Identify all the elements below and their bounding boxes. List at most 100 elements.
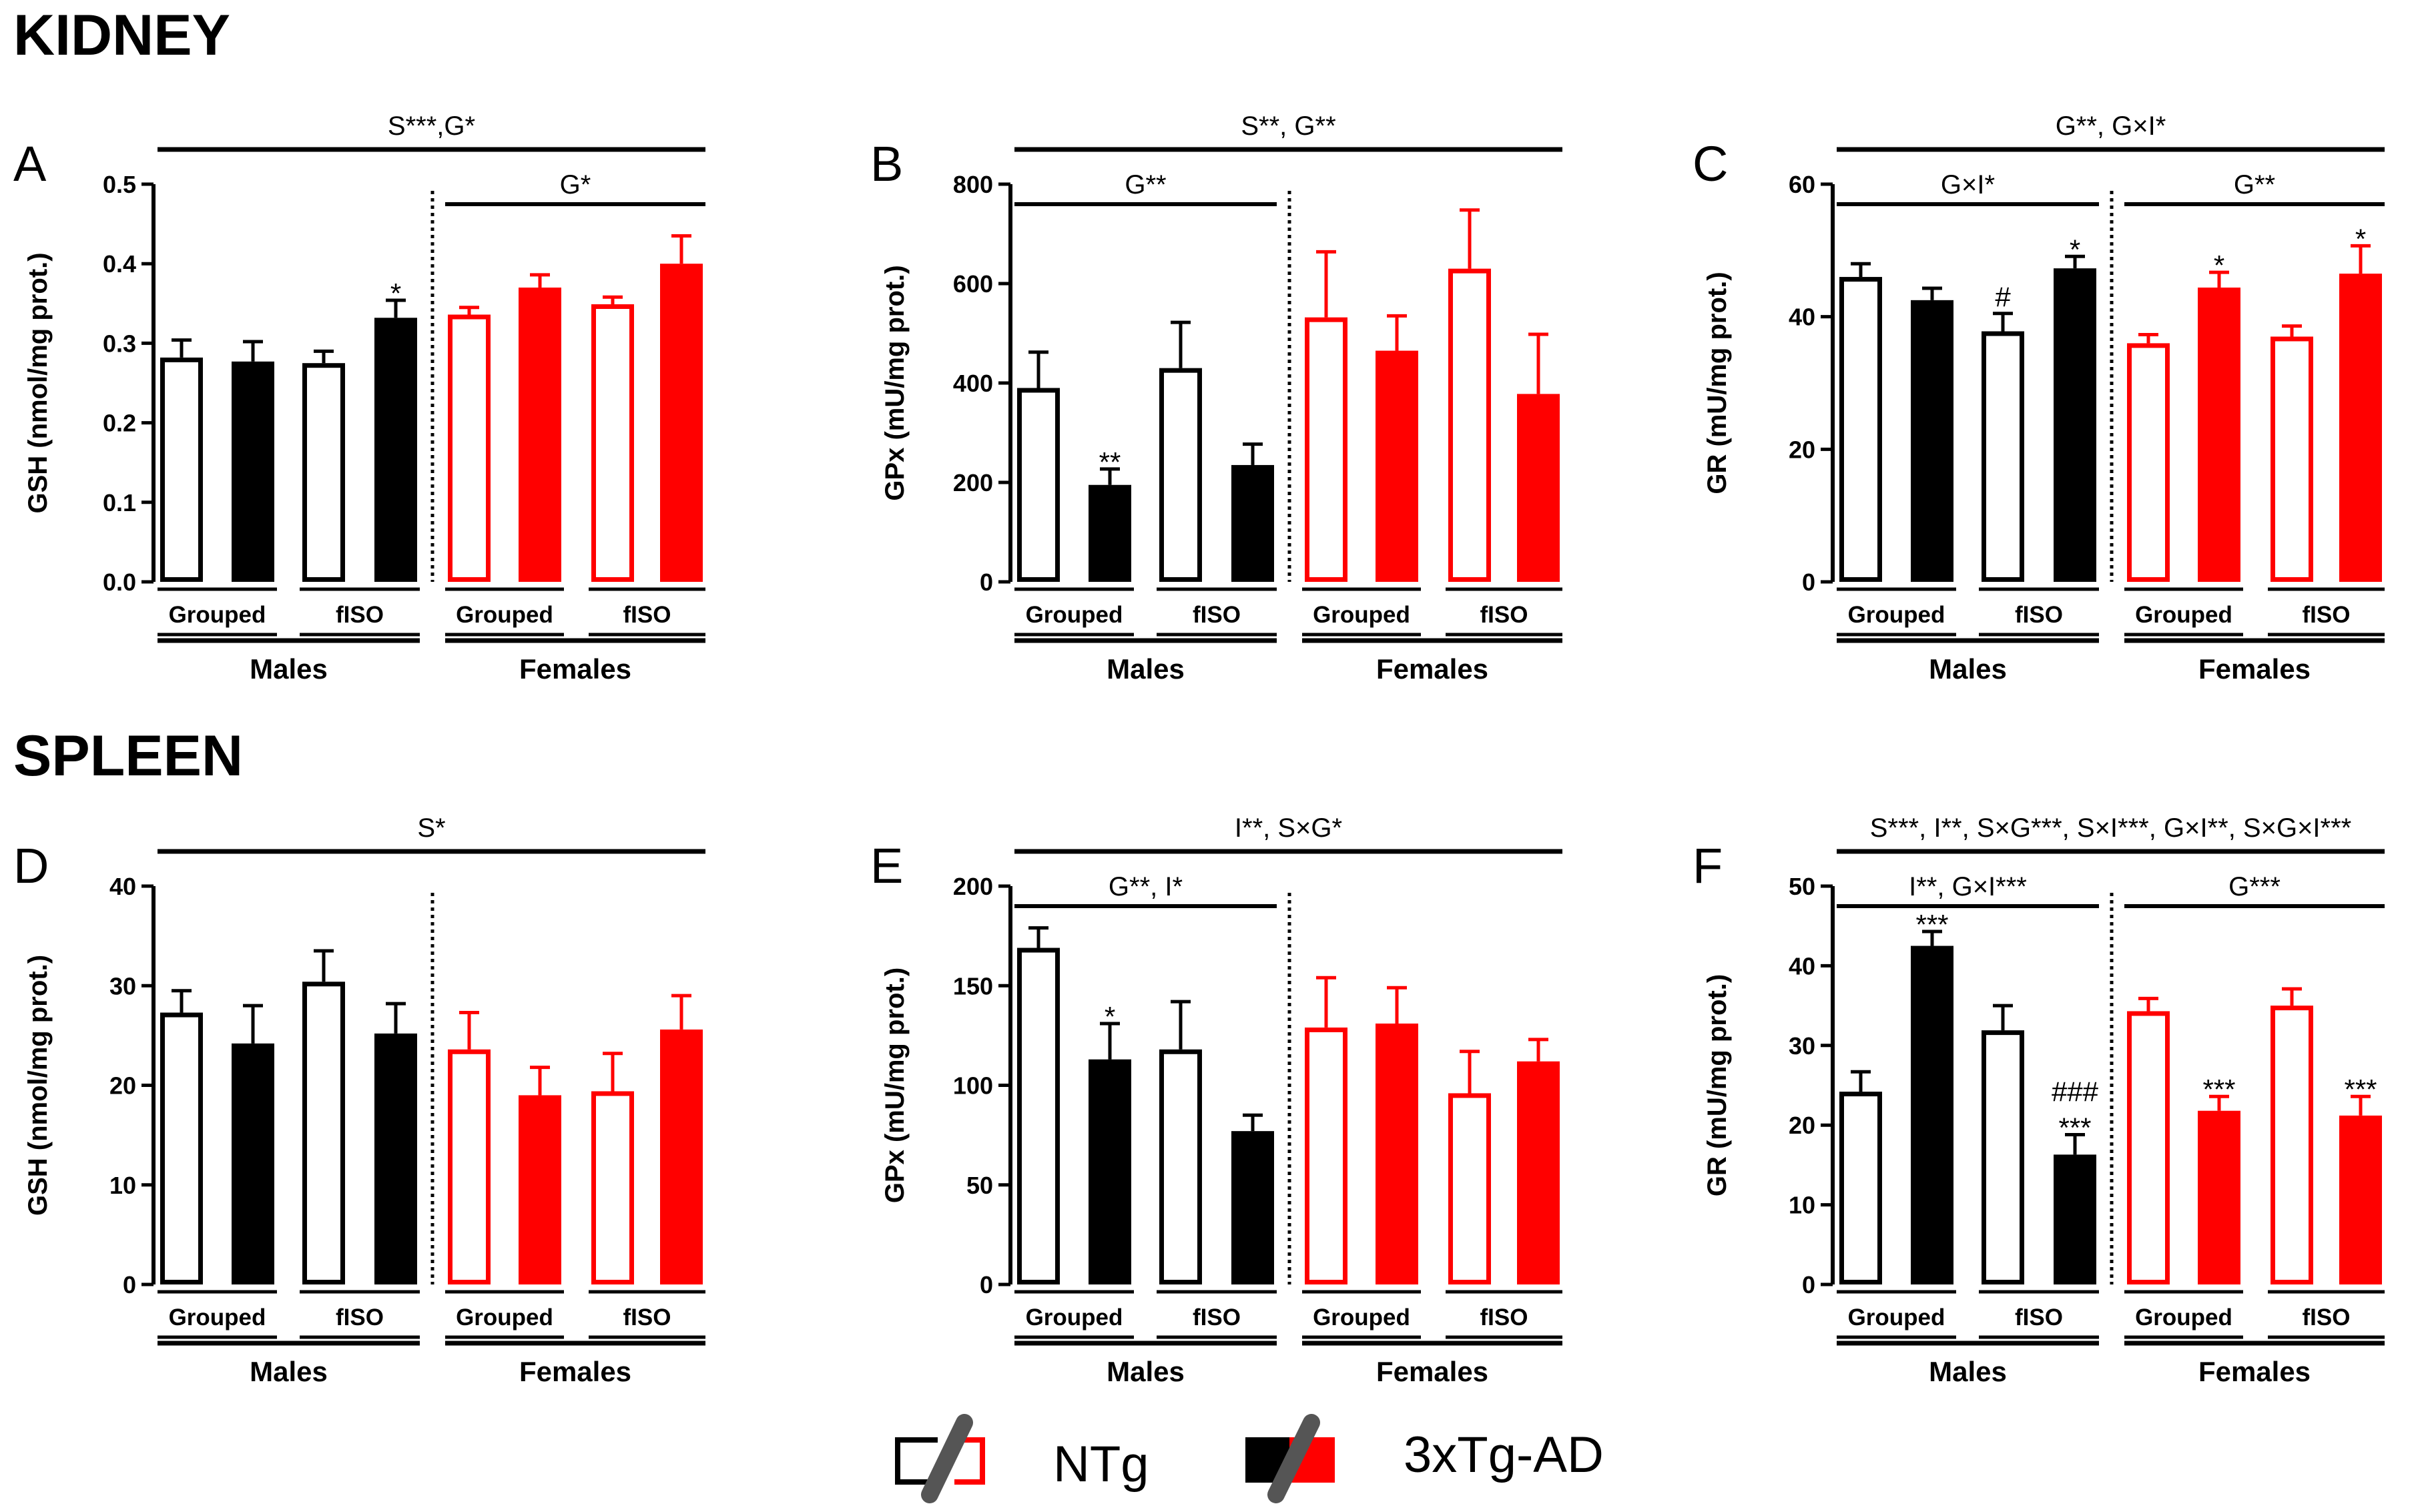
panel-e: E 0 50 100 150 200 GPx (mU/mg prot.) * Grouped fI… <box>870 813 1562 1387</box>
sex-label: Females <box>2198 1356 2311 1387</box>
bar <box>160 1012 203 1284</box>
y-tick-label: 600 <box>953 270 993 298</box>
legend-ntg-swatch <box>921 1414 973 1503</box>
panel-f: F 0 10 20 30 40 50 GR (mU/mg prot.) *** ### *** ***… <box>1693 813 2385 1387</box>
panel-letter: B <box>870 136 903 192</box>
sig-label-top: I**, S×G* <box>1235 813 1342 843</box>
bar <box>591 304 634 582</box>
bar <box>519 1095 561 1284</box>
panel-c: C 0 20 40 60 GR (mU/mg prot.) # * * * Grouped fISO G… <box>1693 111 2385 685</box>
y-tick-label: 0.4 <box>103 250 136 278</box>
panel-a: A 0.0 0.1 0.2 0.3 0.4 0.5 GSH (nmol/mg prot.) * G… <box>13 111 705 685</box>
bar <box>1911 946 1953 1284</box>
group-label: Grouped <box>1313 602 1410 628</box>
group-label: Grouped <box>456 1304 553 1331</box>
sig-label-females: G** <box>2234 170 2275 200</box>
y-tick-label: 200 <box>953 469 993 496</box>
legend-tg-swatch <box>1267 1414 1320 1503</box>
bar <box>1089 1059 1131 1284</box>
bar <box>1231 1131 1274 1284</box>
y-axis-label: GSH (nmol/mg prot.) <box>23 955 53 1216</box>
y-tick-label: 0.2 <box>103 410 136 437</box>
sig-label-females: G* <box>560 170 591 200</box>
sig-label-females: G*** <box>2228 872 2281 901</box>
bar <box>2271 1006 2313 1284</box>
bar <box>1517 1061 1560 1284</box>
group-label: fISO <box>1480 1304 1528 1331</box>
sex-label: Females <box>2198 653 2311 685</box>
group-label: Grouped <box>1848 1304 1945 1331</box>
bar-annotation: ### <box>2052 1076 2099 1108</box>
y-tick-label: 20 <box>1789 436 1815 463</box>
group-label: fISO <box>336 1304 384 1331</box>
sex-label: Males <box>250 1356 328 1387</box>
panel-letter: C <box>1693 136 1728 192</box>
y-tick-label: 60 <box>1789 171 1815 198</box>
group-label: Grouped <box>169 602 266 628</box>
sex-label: Males <box>1107 653 1185 685</box>
bar <box>374 1033 417 1284</box>
sex-label: Females <box>519 1356 631 1387</box>
bar <box>1911 300 1953 582</box>
bar-annotation: * <box>390 278 401 309</box>
y-tick-label: 10 <box>109 1172 136 1199</box>
bar <box>2127 1011 2170 1284</box>
group-label: fISO <box>2015 602 2063 628</box>
bar <box>1839 277 1882 582</box>
bar <box>302 363 345 582</box>
bar <box>1839 1092 1882 1284</box>
group-label: fISO <box>336 602 384 628</box>
group-label: Grouped <box>1313 1304 1410 1331</box>
panels: A 0.0 0.1 0.2 0.3 0.4 0.5 GSH (nmol/mg prot.) * G… <box>13 111 2385 1387</box>
section-title-kidney: KIDNEY <box>13 3 230 67</box>
y-tick-label: 0.3 <box>103 330 136 357</box>
bar <box>1089 484 1131 582</box>
bar <box>1376 1023 1418 1284</box>
sig-label-top: S***,G* <box>388 111 475 141</box>
group-label: fISO <box>2015 1304 2063 1331</box>
bar <box>1017 948 1060 1285</box>
y-tick-label: 800 <box>953 171 993 198</box>
sig-label-top: G**, G×I* <box>2056 111 2166 141</box>
bar <box>2198 287 2240 582</box>
y-tick-label: 50 <box>1789 873 1815 900</box>
bar <box>232 361 274 582</box>
bar-annotation: *** <box>2344 1074 2377 1105</box>
legend-tg-label: 3xTg-AD <box>1404 1427 1604 1483</box>
bar <box>302 982 345 1285</box>
y-tick-label: 40 <box>109 873 136 900</box>
bar-annotation: * <box>1105 1001 1115 1032</box>
bar <box>1305 1027 1347 1285</box>
bar <box>2127 343 2170 583</box>
y-tick-label: 0 <box>980 1271 993 1298</box>
bar <box>2198 1110 2240 1284</box>
sex-label: Females <box>1376 653 1488 685</box>
y-tick-label: 20 <box>109 1072 136 1100</box>
y-tick-label: 0 <box>1802 569 1815 596</box>
group-label: fISO <box>1193 602 1241 628</box>
bar <box>160 357 203 583</box>
group-label: Grouped <box>1026 602 1123 628</box>
bar <box>1448 1093 1491 1284</box>
y-tick-label: 20 <box>1789 1112 1815 1139</box>
bar-annotation: * <box>2070 234 2080 265</box>
bar <box>591 1091 634 1284</box>
bar-annotation: * <box>2355 223 2366 254</box>
sig-label-top: S***, I**, S×G***, S×I***, G×I**, S×G×I*… <box>1870 813 2352 843</box>
bar <box>2054 1154 2096 1284</box>
y-tick-label: 10 <box>1789 1192 1815 1219</box>
group-label: fISO <box>1480 602 1528 628</box>
section-title-spleen: SPLEEN <box>13 724 243 788</box>
bar <box>1982 1030 2024 1284</box>
y-axis-label: GPx (mU/mg prot.) <box>880 968 910 1203</box>
y-tick-label: 50 <box>966 1172 993 1199</box>
bar-annotation: *** <box>1915 909 1948 940</box>
y-tick-label: 200 <box>953 873 993 900</box>
group-label: fISO <box>2303 602 2351 628</box>
group-label: Grouped <box>456 602 553 628</box>
bar-annotation: ** <box>1099 446 1121 478</box>
bar-annotation: *** <box>2202 1074 2235 1105</box>
y-tick-label: 0.0 <box>103 569 136 596</box>
y-tick-label: 150 <box>953 972 993 1000</box>
